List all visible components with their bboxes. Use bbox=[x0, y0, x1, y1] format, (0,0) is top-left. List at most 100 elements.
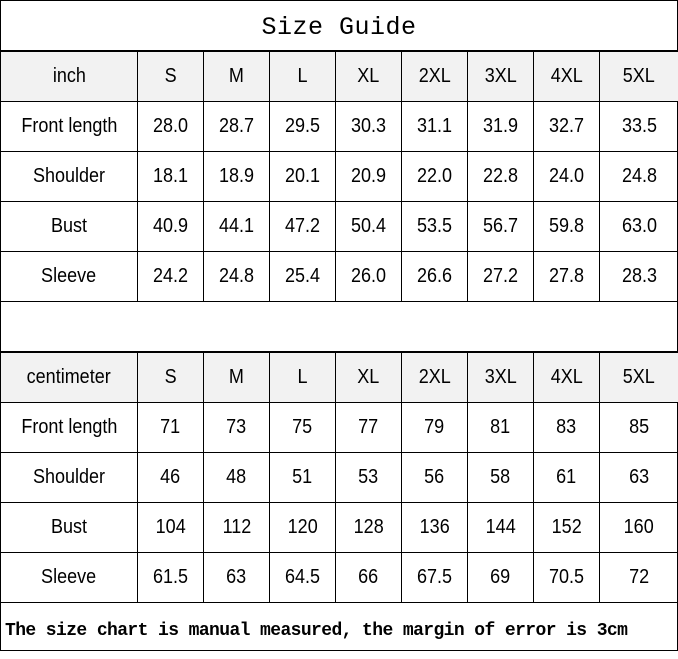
measurement-label-text: Front length bbox=[21, 416, 117, 439]
measurement-value-text: 58 bbox=[490, 466, 510, 489]
measurement-value: 56 bbox=[402, 453, 468, 503]
measurement-value: 75 bbox=[270, 403, 336, 453]
measurement-value: 28.7 bbox=[204, 102, 270, 152]
measurement-value: 81 bbox=[468, 403, 534, 453]
measurement-value: 46 bbox=[138, 453, 204, 503]
measurement-value: 29.5 bbox=[270, 102, 336, 152]
measurement-value: 61 bbox=[534, 453, 600, 503]
measurement-value: 58 bbox=[468, 453, 534, 503]
unit-header: centimeter bbox=[1, 353, 138, 403]
measurement-value: 63.0 bbox=[600, 202, 678, 252]
measurement-value-text: 46 bbox=[160, 466, 180, 489]
size-header: 4XL bbox=[534, 353, 600, 403]
measurement-value: 28.0 bbox=[138, 102, 204, 152]
measurement-value-text: 32.7 bbox=[549, 115, 584, 138]
measurement-value: 24.8 bbox=[204, 252, 270, 302]
size-header-text: 4XL bbox=[550, 366, 582, 389]
measurement-label: Shoulder bbox=[1, 453, 138, 503]
measurement-value: 83 bbox=[534, 403, 600, 453]
measurement-value: 24.0 bbox=[534, 152, 600, 202]
measurement-value-text: 63 bbox=[226, 566, 246, 589]
measurement-value-text: 53.5 bbox=[417, 215, 452, 238]
measurement-value-text: 50.4 bbox=[351, 215, 386, 238]
measurement-value: 44.1 bbox=[204, 202, 270, 252]
measurement-value: 69 bbox=[468, 553, 534, 603]
size-header: S bbox=[138, 52, 204, 102]
measurement-value-text: 47.2 bbox=[285, 215, 320, 238]
table-spacer bbox=[1, 302, 677, 352]
measurement-value: 70.5 bbox=[534, 553, 600, 603]
measurement-value: 59.8 bbox=[534, 202, 600, 252]
measurement-value: 152 bbox=[534, 503, 600, 553]
measurement-value-text: 40.9 bbox=[153, 215, 188, 238]
measurement-value-text: 56.7 bbox=[483, 215, 518, 238]
measurement-value-text: 24.0 bbox=[549, 165, 584, 188]
measurement-value: 77 bbox=[336, 403, 402, 453]
size-header-text: XL bbox=[357, 65, 379, 88]
measurement-value-text: 24.2 bbox=[153, 265, 188, 288]
measurement-label-text: Sleeve bbox=[41, 566, 96, 589]
measurement-value: 47.2 bbox=[270, 202, 336, 252]
measurement-label: Bust bbox=[1, 503, 138, 553]
measurement-value-text: 75 bbox=[292, 416, 312, 439]
measurement-value: 120 bbox=[270, 503, 336, 553]
measurement-value-text: 31.1 bbox=[417, 115, 452, 138]
measurement-value: 31.9 bbox=[468, 102, 534, 152]
measurement-value: 85 bbox=[600, 403, 678, 453]
measurement-label-text: Shoulder bbox=[33, 466, 105, 489]
measurement-value-text: 71 bbox=[160, 416, 180, 439]
measurement-value: 67.5 bbox=[402, 553, 468, 603]
measurement-value-text: 44.1 bbox=[219, 215, 254, 238]
measurement-value-text: 67.5 bbox=[417, 566, 452, 589]
size-header-text: 5XL bbox=[623, 366, 655, 389]
unit-header-text: centimeter bbox=[27, 366, 111, 389]
size-header: L bbox=[270, 353, 336, 403]
measurement-value: 136 bbox=[402, 503, 468, 553]
measurement-value-text: 18.9 bbox=[219, 165, 254, 188]
size-header-text: 2XL bbox=[418, 65, 450, 88]
size-header: S bbox=[138, 353, 204, 403]
unit-header-text: inch bbox=[52, 65, 85, 88]
measurement-value-text: 22.0 bbox=[417, 165, 452, 188]
measurement-value: 28.3 bbox=[600, 252, 678, 302]
measurement-label: Bust bbox=[1, 202, 138, 252]
measurement-value-text: 28.3 bbox=[621, 265, 656, 288]
measurement-value: 22.8 bbox=[468, 152, 534, 202]
size-header: 3XL bbox=[468, 353, 534, 403]
measurement-label: Sleeve bbox=[1, 553, 138, 603]
measurement-value: 63 bbox=[600, 453, 678, 503]
measurement-value-text: 27.2 bbox=[483, 265, 518, 288]
size-header: 5XL bbox=[600, 353, 678, 403]
measurement-value-text: 33.5 bbox=[621, 115, 656, 138]
measurement-value-text: 66 bbox=[358, 566, 378, 589]
measurement-value-text: 53 bbox=[358, 466, 378, 489]
size-header-text: XL bbox=[357, 366, 379, 389]
measurement-value-text: 120 bbox=[287, 516, 317, 539]
size-header: 4XL bbox=[534, 52, 600, 102]
measurement-value-text: 22.8 bbox=[483, 165, 518, 188]
measurement-label-text: Shoulder bbox=[33, 165, 105, 188]
measurement-value-text: 83 bbox=[556, 416, 576, 439]
measurement-value: 53.5 bbox=[402, 202, 468, 252]
measurement-value-text: 48 bbox=[226, 466, 246, 489]
measurement-value-text: 18.1 bbox=[153, 165, 188, 188]
measurement-value-text: 72 bbox=[629, 566, 649, 589]
size-header-text: 4XL bbox=[550, 65, 582, 88]
size-header-text: S bbox=[164, 65, 176, 88]
measurement-value-text: 28.7 bbox=[219, 115, 254, 138]
measurement-value-text: 63 bbox=[629, 466, 649, 489]
size-header-text: 5XL bbox=[623, 65, 655, 88]
measurement-value: 66 bbox=[336, 553, 402, 603]
measurement-value-text: 128 bbox=[353, 516, 383, 539]
measurement-value: 40.9 bbox=[138, 202, 204, 252]
measurement-value-text: 20.9 bbox=[351, 165, 386, 188]
size-header-text: 3XL bbox=[484, 65, 516, 88]
measurement-value: 79 bbox=[402, 403, 468, 453]
size-header-text: M bbox=[229, 65, 244, 88]
